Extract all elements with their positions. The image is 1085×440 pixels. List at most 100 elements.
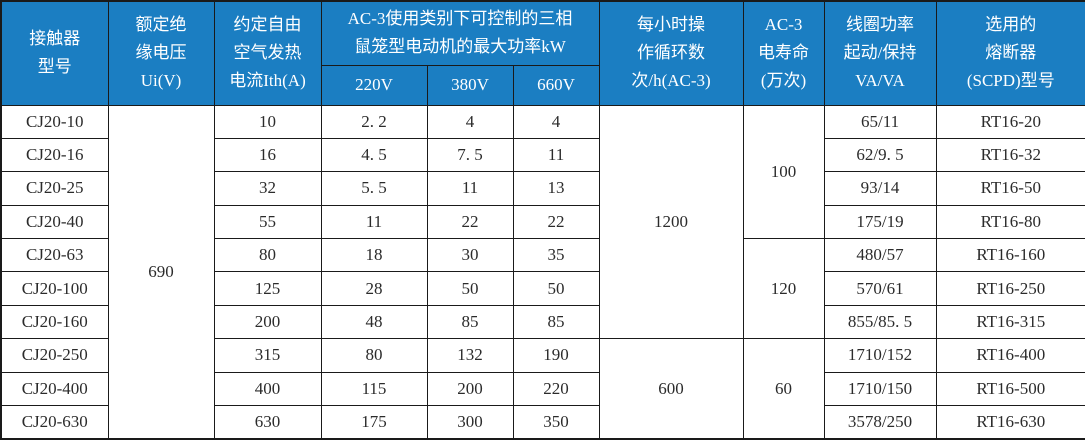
- cell-p380: 50: [426, 271, 514, 306]
- header-thermal-current: 约定自由 空气发热 电流Ith(A): [213, 0, 322, 106]
- cell-p220: 48: [320, 304, 428, 340]
- cell-p220: 2. 2: [320, 104, 428, 139]
- header-line: 电寿命: [758, 43, 810, 63]
- cell-p220: 5. 5: [320, 171, 428, 206]
- header-line: 作循环数: [637, 43, 706, 63]
- cell-coil: 175/19: [823, 204, 937, 240]
- cell-model: CJ20-100: [0, 271, 109, 306]
- cell-ith: 200: [213, 304, 322, 340]
- cell-p220: 80: [320, 338, 428, 373]
- header-660v: 660V: [512, 64, 600, 106]
- cell-ith: 10: [213, 104, 322, 139]
- cell-p380: 300: [426, 405, 514, 440]
- header-fuse-scpd: 选用的 熔断器 (SCPD)型号: [935, 0, 1085, 106]
- header-line: 空气发热: [233, 43, 302, 63]
- table-header: 接触器 型号 额定绝 缘电压 Ui(V) 约定自由 空气发热 电流Ith(A) …: [0, 0, 1085, 106]
- cell-p660: 190: [512, 338, 600, 373]
- cell-fuse: RT16-20: [935, 104, 1085, 139]
- cell-coil: 480/57: [823, 238, 937, 273]
- header-380v: 380V: [426, 64, 514, 106]
- cell-model: CJ20-25: [0, 171, 109, 206]
- header-line: (SCPD)型号: [966, 71, 1055, 91]
- cell-p380: 30: [426, 238, 514, 273]
- cell-coil: 93/14: [823, 171, 937, 206]
- cell-life-merged: 100: [742, 104, 825, 240]
- cell-p380: 7. 5: [426, 137, 514, 173]
- header-line: 熔断器: [985, 43, 1037, 63]
- table-row: CJ20-10 690 10 2. 2 4 4 1200 100 65/11 R…: [0, 104, 1085, 440]
- cell-p660: 22: [512, 204, 600, 240]
- header-line: AC-3: [764, 15, 803, 35]
- cell-cycles-merged: 600: [598, 338, 744, 440]
- cell-fuse: RT16-160: [935, 238, 1085, 273]
- header-line: (万次): [760, 71, 807, 91]
- cell-model: CJ20-40: [0, 204, 109, 240]
- table-row: CJ20-160 200 48 85 85 855/85. 5 RT16-315: [0, 304, 1085, 340]
- cell-p660: 350: [512, 405, 600, 440]
- header-ac3-motor-power-group: AC-3使用类别下可控制的三相 鼠笼型电动机的最大功率kW: [320, 0, 600, 66]
- cell-coil: 3578/250: [823, 405, 937, 440]
- header-line: 鼠笼型电动机的最大功率kW: [354, 37, 566, 57]
- header-line: 次/h(AC-3): [631, 71, 711, 91]
- cell-p220: 28: [320, 271, 428, 306]
- cell-model: CJ20-160: [0, 304, 109, 340]
- cell-ith: 400: [213, 371, 322, 407]
- cell-coil: 855/85. 5: [823, 304, 937, 340]
- cell-fuse: RT16-250: [935, 271, 1085, 306]
- cell-fuse: RT16-50: [935, 171, 1085, 206]
- header-line: 型号: [37, 57, 72, 77]
- cell-model: CJ20-10: [0, 104, 109, 139]
- cell-model: CJ20-400: [0, 371, 109, 407]
- cell-p660: 50: [512, 271, 600, 306]
- header-coil-power: 线圈功率 起动/保持 VA/VA: [823, 0, 937, 106]
- cell-ui-merged: 690: [107, 104, 215, 440]
- table-row: CJ20-16 16 4. 5 7. 5 11 62/9. 5 RT16-32: [0, 137, 1085, 173]
- table-row: CJ20-100 125 28 50 50 570/61 RT16-250: [0, 271, 1085, 306]
- cell-p380: 4: [426, 104, 514, 139]
- cell-p220: 18: [320, 238, 428, 273]
- table-row: CJ20-40 55 11 22 22 175/19 RT16-80: [0, 204, 1085, 240]
- cell-p660: 35: [512, 238, 600, 273]
- cell-ith: 630: [213, 405, 322, 440]
- cell-life-merged: 60: [742, 338, 825, 440]
- header-line: VA/VA: [855, 71, 905, 91]
- cell-p660: 4: [512, 104, 600, 139]
- table-body: CJ20-10 690 10 2. 2 4 4 1200 100 65/11 R…: [0, 104, 1085, 440]
- cell-coil: 65/11: [823, 104, 937, 139]
- cell-coil: 1710/152: [823, 338, 937, 373]
- cell-p380: 11: [426, 171, 514, 206]
- cell-life-merged: 120: [742, 238, 825, 340]
- cell-p220: 175: [320, 405, 428, 440]
- header-line: 每小时操: [637, 15, 706, 35]
- header-line: 额定绝: [135, 15, 187, 35]
- cell-p660: 85: [512, 304, 600, 340]
- header-cycles-per-hour: 每小时操 作循环数 次/h(AC-3): [598, 0, 744, 106]
- header-electrical-life: AC-3 电寿命 (万次): [742, 0, 825, 106]
- cell-p660: 13: [512, 171, 600, 206]
- cell-cycles-merged: 1200: [598, 104, 744, 340]
- header-line: 缘电压: [135, 43, 187, 63]
- cell-model: CJ20-63: [0, 238, 109, 273]
- table-row: CJ20-400 400 115 200 220 1710/150 RT16-5…: [0, 371, 1085, 407]
- cell-p660: 11: [512, 137, 600, 173]
- cell-p660: 220: [512, 371, 600, 407]
- cell-ith: 315: [213, 338, 322, 373]
- cell-p220: 115: [320, 371, 428, 407]
- cell-coil: 62/9. 5: [823, 137, 937, 173]
- cell-p380: 85: [426, 304, 514, 340]
- cell-p380: 132: [426, 338, 514, 373]
- cell-p220: 4. 5: [320, 137, 428, 173]
- table-row: CJ20-25 32 5. 5 11 13 93/14 RT16-50: [0, 171, 1085, 206]
- cell-fuse: RT16-315: [935, 304, 1085, 340]
- header-line: 接触器: [29, 29, 81, 49]
- cell-p380: 200: [426, 371, 514, 407]
- table-row: CJ20-250 315 80 132 190 600 60 1710/152 …: [0, 338, 1085, 440]
- cell-model: CJ20-250: [0, 338, 109, 373]
- header-insulation-voltage: 额定绝 缘电压 Ui(V): [107, 0, 215, 106]
- cell-ith: 80: [213, 238, 322, 273]
- cell-fuse: RT16-32: [935, 137, 1085, 173]
- header-line: 线圈功率: [846, 15, 915, 35]
- cell-fuse: RT16-500: [935, 371, 1085, 407]
- cell-fuse: RT16-630: [935, 405, 1085, 440]
